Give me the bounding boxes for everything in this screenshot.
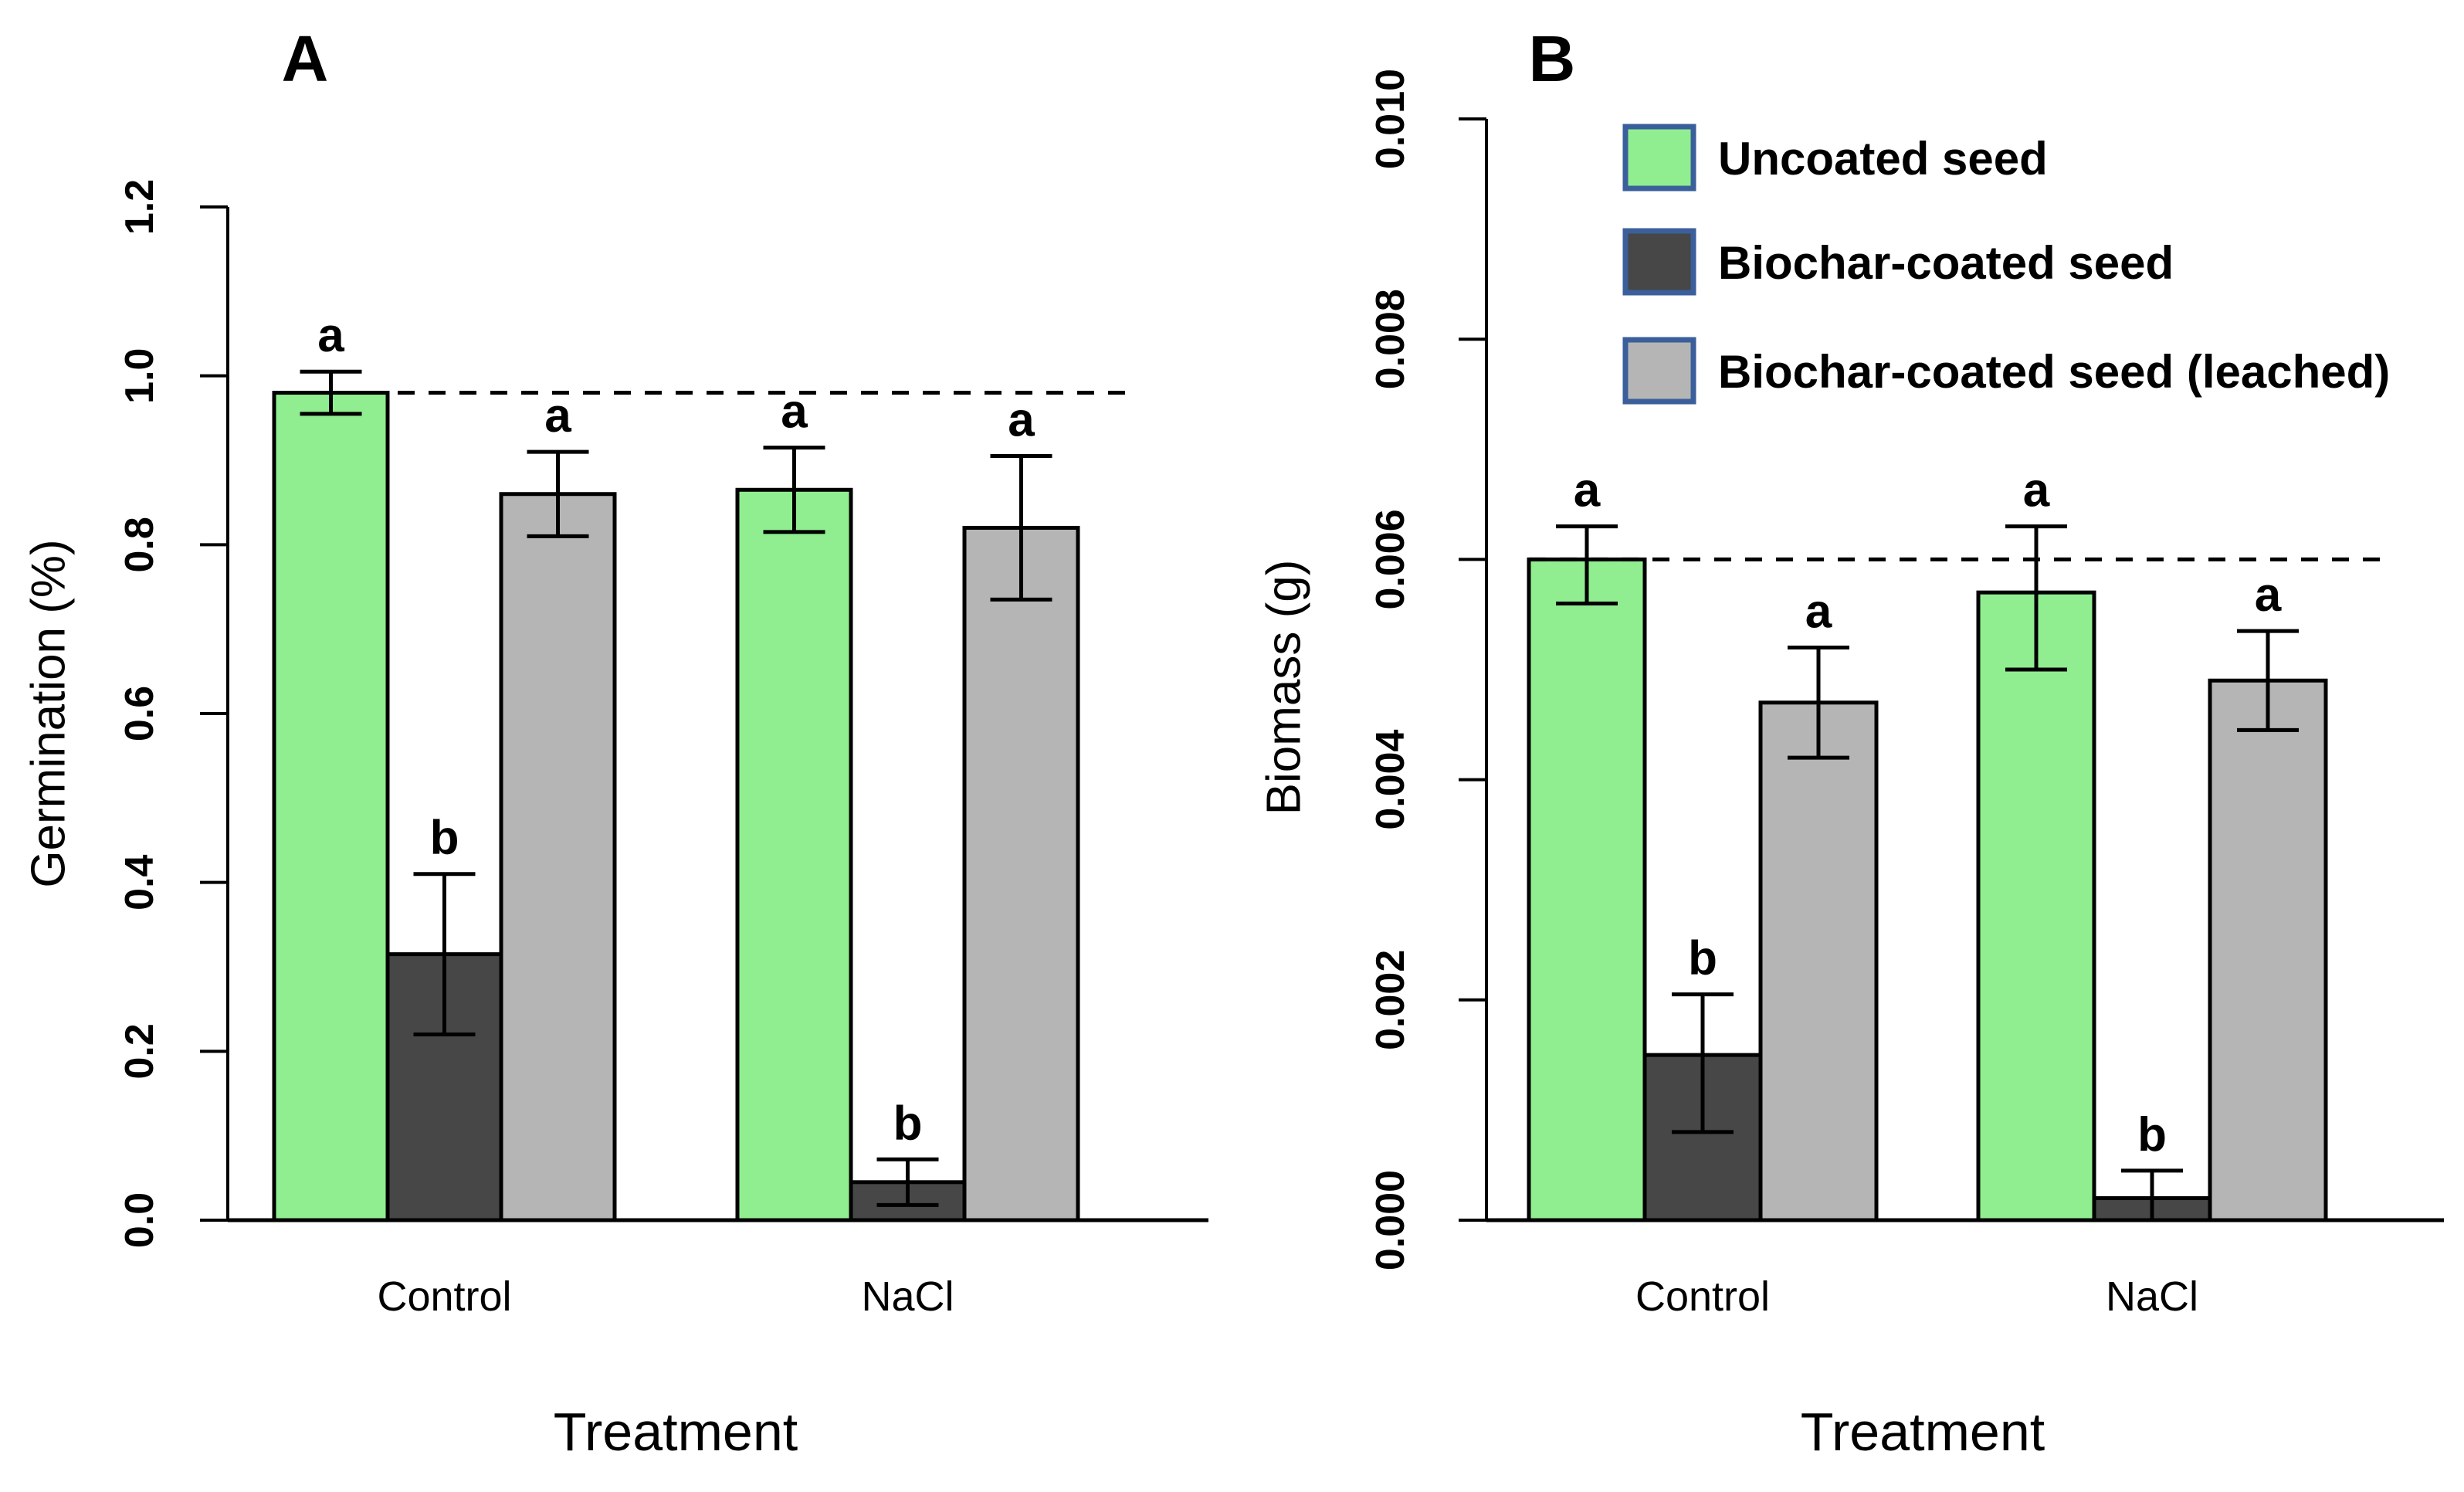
legend-label-biochar_coated: Biochar-coated seed [1718, 237, 2174, 289]
panel-b-sig-letter: b [2137, 1108, 2167, 1161]
panel-b-y-tick-label: 0.010 [1368, 69, 1413, 169]
panel-a-y-axis-label: Germination (%) [22, 539, 76, 887]
panel-a-sig-letter: a [544, 389, 571, 443]
panel-a-sig-letter: a [317, 309, 344, 362]
legend-swatch-uncoated [1622, 124, 1696, 192]
panel-a-y-tick-label: 0.0 [117, 1192, 162, 1248]
panel-a-y-tick-label: 1.0 [117, 348, 162, 404]
panel-b-bar-nacl-uncoated [1976, 590, 2096, 1222]
panel-b-sig-letter: a [2255, 568, 2282, 622]
panel-a-bar-nacl-uncoated [735, 487, 853, 1222]
legend-label-leached: Biochar-coated seed (leached) [1718, 346, 2390, 398]
panel-b-sig-letter: a [1805, 585, 1832, 638]
panel-a-y-tick-label: 1.2 [117, 179, 162, 235]
panel-a-y-tick-label: 0.2 [117, 1023, 162, 1079]
panel-a-bar-control-leached [499, 492, 617, 1222]
panel-a-bar-nacl-leached [962, 525, 1080, 1222]
panel-a-y-tick-label: 0.8 [117, 517, 162, 572]
panel-b-category-label-control: Control [1635, 1273, 1770, 1320]
panel-b-sig-letter: a [1574, 464, 1601, 517]
panel-a-sig-letter: b [893, 1097, 923, 1150]
panel-b-x-axis-label: Treatment [1801, 1402, 2045, 1462]
panel-b-y-tick-label: 0.004 [1368, 729, 1413, 829]
legend-label-uncoated: Uncoated seed [1718, 133, 2048, 185]
legend-swatch-leached [1622, 337, 1696, 405]
panel-a-x-axis-label: Treatment [554, 1402, 798, 1462]
panel-b-y-tick-label: 0.002 [1368, 950, 1413, 1050]
panel-b-bar-nacl-leached [2208, 678, 2328, 1222]
panel-b-y-tick-label: 0.008 [1368, 289, 1413, 389]
panel-b-y-axis-label: Biomass (g) [1258, 560, 1311, 816]
panel-a-category-label-control: Control [377, 1273, 511, 1320]
panel-a-category-label-nacl: NaCl [861, 1273, 954, 1320]
panel-b-label: B [1529, 22, 1576, 95]
panel-a-bar-control-uncoated [272, 391, 390, 1222]
panel-b-sig-letter: a [2023, 464, 2050, 517]
panel-b-sig-letter: b [1688, 932, 1717, 985]
panel-b-category-label-nacl: NaCl [2106, 1273, 2198, 1320]
panel-a-y-tick-label: 0.6 [117, 686, 162, 741]
panel-a-label: A [282, 22, 329, 95]
legend-swatch-biochar_coated [1622, 228, 1696, 296]
panel-a-y-tick-label: 0.4 [117, 854, 162, 910]
panel-b-y-tick-label: 0.000 [1368, 1170, 1413, 1270]
panel-a-sig-letter: a [781, 385, 808, 439]
panel-b-bar-control-leached [1758, 700, 1879, 1222]
panel-b-y-tick-label: 0.006 [1368, 509, 1413, 609]
panel-a-sig-letter: a [1008, 394, 1035, 447]
panel-b-bar-control-uncoated [1527, 557, 1647, 1222]
panel-a-sig-letter: b [430, 812, 459, 865]
